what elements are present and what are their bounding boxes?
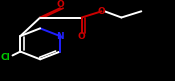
- Text: O: O: [98, 7, 105, 16]
- Text: O: O: [56, 0, 64, 9]
- Text: Cl: Cl: [1, 53, 10, 62]
- Text: O: O: [78, 32, 86, 41]
- Text: N: N: [56, 32, 64, 41]
